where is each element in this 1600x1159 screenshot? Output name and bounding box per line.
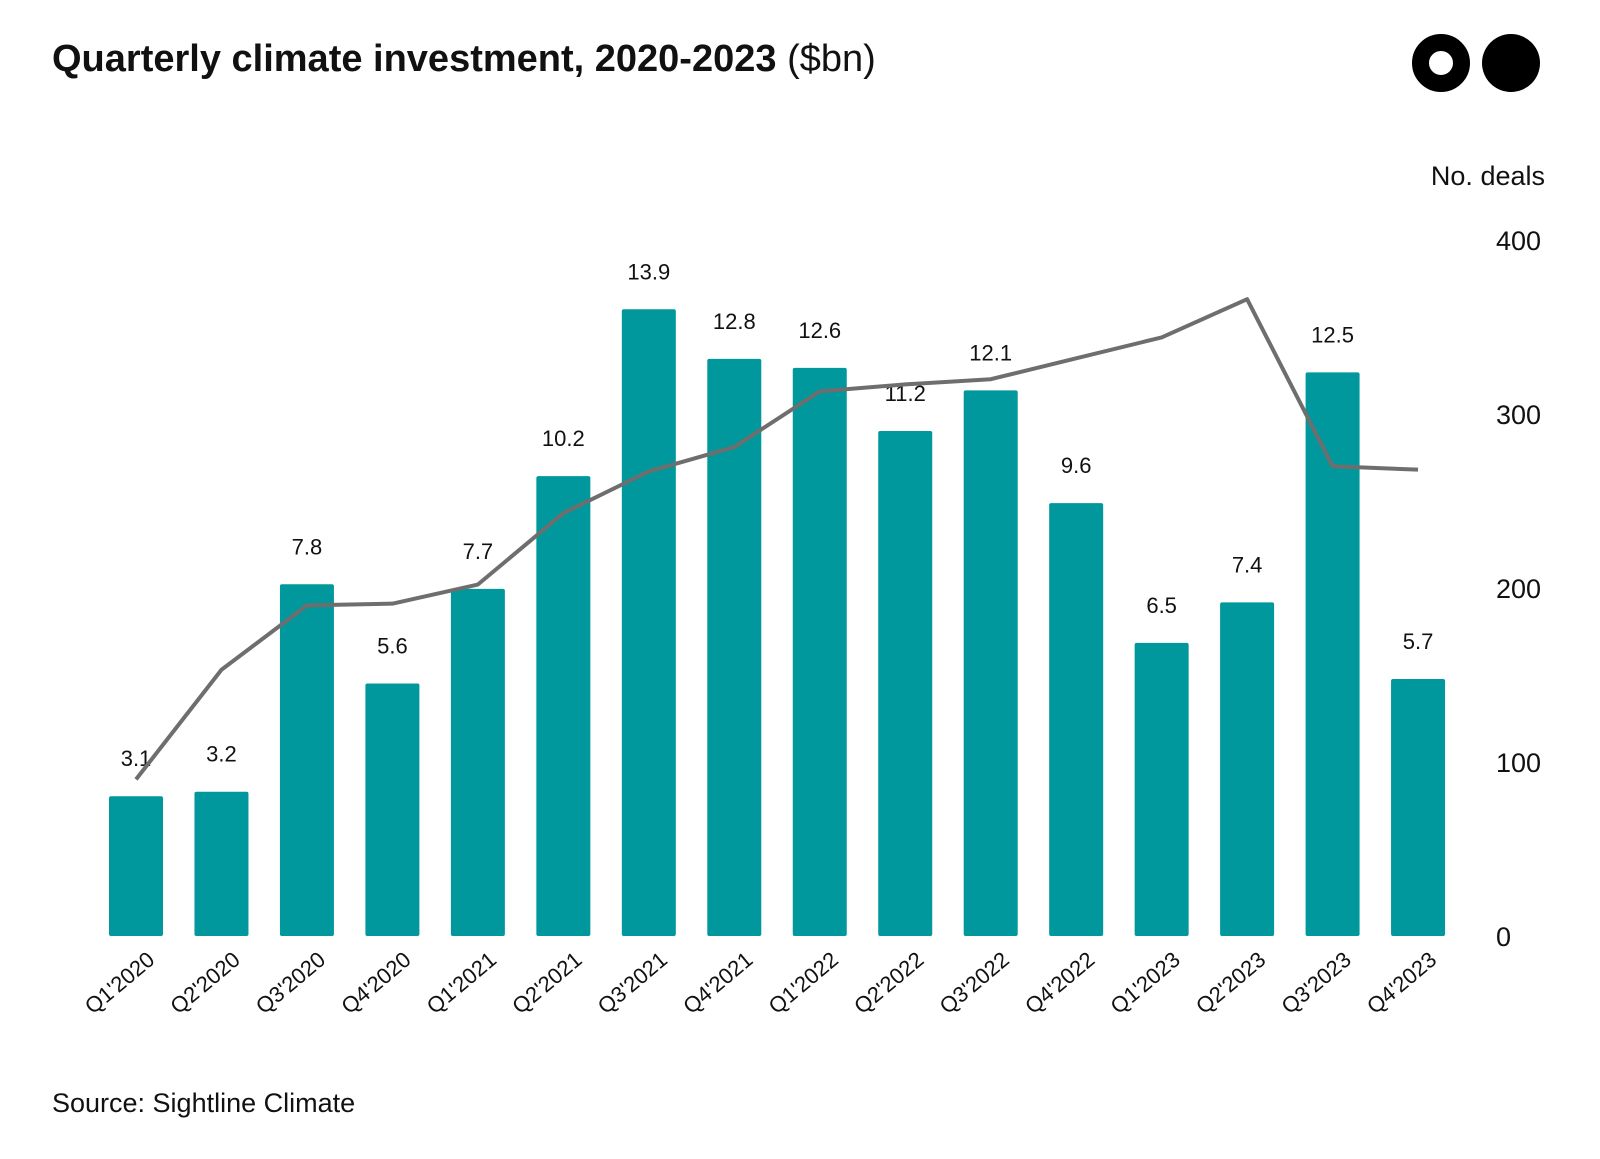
- bar-label: 12.8: [713, 309, 756, 334]
- bar-label: 9.6: [1061, 453, 1092, 478]
- bar-label: 7.7: [463, 539, 494, 564]
- bar-Q3'2022: [963, 390, 1018, 936]
- bar-label: 10.2: [542, 426, 585, 451]
- chart-title-main: Quarterly climate investment, 2020-2023: [52, 38, 777, 80]
- y-right-tick-label: 0: [1496, 922, 1511, 952]
- bar-label: 12.5: [1311, 322, 1354, 347]
- chart-title: Quarterly climate investment, 2020-2023 …: [52, 38, 876, 81]
- source-note: Source: Sightline Climate: [52, 1088, 356, 1118]
- bar-Q1'2021: [450, 588, 505, 936]
- x-tick-label: Q4'2020: [336, 947, 415, 1019]
- bar-Q4'2023: [1391, 678, 1446, 936]
- y-right-axis-label: No. deals: [1431, 161, 1545, 191]
- bar-Q2'2021: [536, 476, 591, 936]
- y-right-tick-label: 400: [1496, 226, 1541, 256]
- bar-label: 7.4: [1232, 552, 1263, 577]
- bar-Q3'2021: [621, 309, 676, 936]
- bar-Q2'2023: [1220, 602, 1275, 936]
- x-tick-label: Q2'2023: [1191, 947, 1270, 1019]
- deals-line: [134, 297, 1419, 781]
- y-right-tick-label: 300: [1496, 400, 1541, 430]
- bar-Q1'2020: [109, 796, 163, 936]
- x-tick-label: Q4'2021: [678, 947, 757, 1019]
- bar-label: 12.6: [798, 318, 841, 343]
- two-circles-logo-icon: [1412, 34, 1540, 92]
- bar-label: 3.2: [206, 742, 237, 767]
- bar-Q2'2020: [194, 791, 249, 936]
- x-tick-label: Q2'2021: [507, 947, 586, 1019]
- x-tick-label: Q1'2021: [422, 947, 501, 1019]
- x-tick-label: Q3'2021: [593, 947, 672, 1019]
- x-tick-label: Q2'2020: [165, 947, 244, 1019]
- x-tick-label: Q1'2020: [80, 947, 159, 1019]
- bar-Q3'2023: [1305, 372, 1360, 937]
- x-tick-label: Q4'2023: [1362, 947, 1441, 1019]
- bar-Q1'2023: [1134, 642, 1189, 936]
- bar-label: 13.9: [627, 259, 670, 284]
- bar-label: 12.1: [969, 340, 1012, 365]
- bar-Q3'2020: [279, 584, 334, 936]
- chart-title-unit: ($bn): [787, 38, 876, 80]
- bar-label: 7.8: [292, 534, 323, 559]
- x-tick-label: Q2'2022: [849, 947, 928, 1019]
- x-tick-label: Q3'2020: [251, 947, 330, 1019]
- bar-label: 5.7: [1403, 629, 1434, 654]
- bar-Q4'2020: [365, 683, 420, 936]
- y-right-tick-label: 100: [1496, 748, 1541, 778]
- x-tick-label: Q4'2022: [1020, 947, 1099, 1019]
- bar-Q2'2022: [878, 431, 933, 936]
- x-tick-label: Q3'2022: [935, 947, 1014, 1019]
- bar-Q4'2022: [1049, 503, 1104, 936]
- bar-Q4'2021: [707, 358, 762, 936]
- bar-label: 5.6: [377, 634, 408, 659]
- x-tick-label: Q1'2022: [764, 947, 843, 1019]
- bar-Q1'2022: [792, 367, 847, 936]
- x-tick-label: Q1'2023: [1106, 947, 1185, 1019]
- y-right-tick-label: 200: [1496, 574, 1541, 604]
- x-tick-label: Q3'2023: [1277, 947, 1356, 1019]
- bar-label: 6.5: [1146, 593, 1177, 618]
